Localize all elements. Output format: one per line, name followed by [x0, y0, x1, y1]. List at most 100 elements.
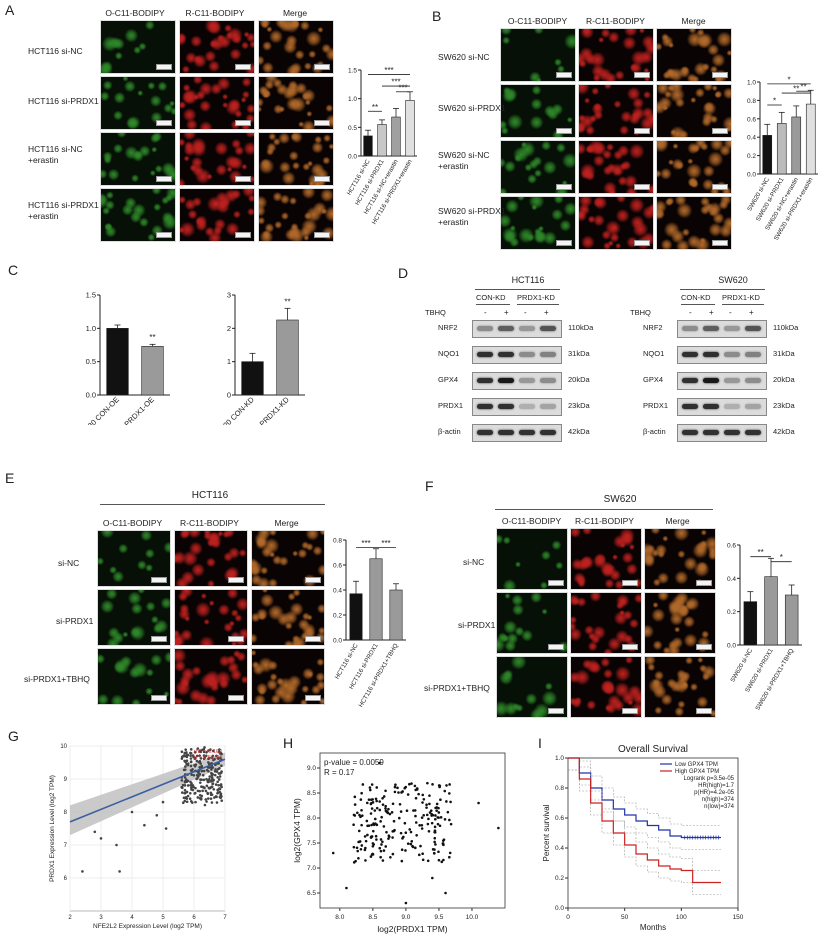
y-tick-label: 9	[64, 777, 68, 783]
data-point	[183, 799, 187, 803]
data-point	[215, 754, 218, 758]
y-axis-label: PRDX1 Expression Level (log2 TPM)	[49, 775, 56, 882]
data-point	[390, 811, 394, 814]
data-point	[371, 842, 375, 845]
protein-band	[519, 430, 535, 435]
data-point	[375, 838, 378, 841]
micrograph-merge	[258, 188, 334, 242]
protein-band	[703, 326, 719, 331]
micrograph-merge	[644, 592, 716, 654]
y-tick-label: 1.0	[555, 755, 564, 762]
data-point	[190, 801, 194, 804]
data-point	[415, 787, 419, 790]
data-point	[211, 749, 215, 753]
data-point	[195, 754, 199, 758]
data-point	[360, 791, 363, 795]
data-point	[358, 840, 362, 843]
col-header-r-c11: R-C11-BODIPY	[180, 518, 239, 528]
data-point	[426, 781, 429, 785]
size-label: 110kDa	[773, 323, 799, 332]
data-point	[380, 843, 383, 846]
protein-band	[477, 430, 493, 435]
r-label: R = 0.17	[324, 768, 355, 777]
data-point	[372, 822, 375, 825]
significance-label: **	[793, 85, 799, 94]
data-point	[360, 823, 363, 827]
data-point	[373, 809, 377, 812]
cell-line-title: HCT116	[511, 275, 545, 285]
scale-bar	[556, 240, 572, 246]
legend-entry: HR(high)=1.7	[698, 783, 735, 789]
data-point	[433, 817, 437, 821]
data-point	[374, 797, 378, 801]
micrograph-o-c11	[500, 140, 576, 194]
x-tick-label: 9.5	[434, 914, 443, 921]
data-point	[212, 758, 215, 762]
data-point	[180, 779, 184, 782]
data-point	[378, 808, 382, 812]
bar	[106, 328, 129, 396]
row-label: si-PRDX1+TBHQ	[424, 683, 490, 693]
x-tick-label: 0	[566, 914, 570, 921]
data-point	[207, 761, 210, 764]
bar	[141, 346, 164, 396]
significance-label: **	[284, 298, 290, 307]
data-point	[371, 829, 375, 833]
significance-label: *	[773, 97, 776, 106]
significance-label: ***	[391, 78, 400, 87]
data-point	[359, 847, 363, 851]
data-point	[190, 786, 193, 790]
data-point	[414, 821, 418, 824]
data-point	[206, 797, 210, 800]
micrograph-merge	[656, 196, 732, 250]
x-category-label: HCT116 si-PRDX1+TBHQ	[358, 642, 400, 708]
data-point	[392, 819, 396, 823]
data-point	[368, 788, 372, 792]
data-point	[198, 789, 201, 793]
data-point	[421, 858, 425, 862]
size-label: 42kDa	[773, 427, 795, 436]
data-point	[182, 768, 186, 772]
data-point	[356, 811, 359, 815]
data-point	[409, 842, 413, 846]
data-point	[446, 810, 450, 814]
micrograph-r-c11	[174, 530, 248, 587]
data-point	[197, 775, 200, 778]
significance-label: ***	[381, 539, 390, 548]
data-point	[218, 775, 222, 778]
size-label: 110kDa	[568, 323, 594, 332]
data-point	[426, 859, 430, 863]
y-tick-label: 7.5	[307, 840, 316, 847]
data-point	[216, 788, 220, 792]
data-point	[397, 791, 400, 794]
data-point	[211, 777, 214, 781]
data-point	[364, 859, 367, 862]
data-point	[371, 801, 375, 804]
data-point	[434, 814, 437, 817]
data-point	[425, 803, 428, 806]
data-point	[373, 817, 377, 821]
data-point	[439, 816, 443, 819]
data-point	[367, 824, 371, 827]
micrograph-o-c11	[500, 84, 576, 138]
micrograph-r-c11	[174, 648, 248, 705]
data-point	[378, 846, 382, 850]
data-point	[406, 842, 410, 845]
data-point	[357, 829, 361, 833]
protein-band	[519, 404, 535, 409]
x-tick-label: 4	[130, 915, 134, 921]
data-point	[200, 794, 203, 798]
blot-strip	[677, 320, 767, 338]
protein-band	[703, 352, 719, 357]
data-point	[207, 786, 211, 790]
treatment-sign: +	[709, 308, 714, 317]
protein-band	[745, 378, 761, 383]
data-point	[216, 756, 220, 760]
data-point	[366, 833, 369, 837]
data-point	[190, 769, 194, 773]
data-point	[381, 803, 385, 806]
data-point	[386, 811, 390, 815]
scale-bar	[712, 240, 728, 246]
micrograph-r-c11	[578, 140, 654, 194]
data-point	[409, 830, 413, 834]
